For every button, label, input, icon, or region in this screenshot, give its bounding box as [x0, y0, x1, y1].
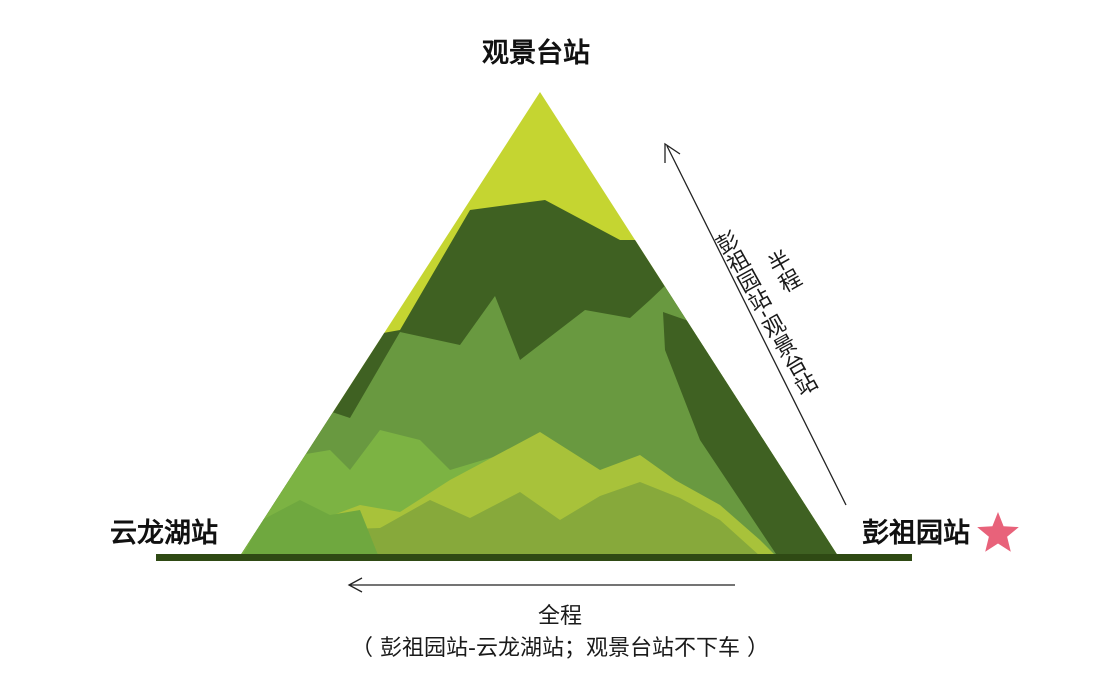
- half-route-title: 半程: [762, 248, 803, 297]
- full-route-arrow: [349, 578, 735, 592]
- station-label-east: 彭祖园站: [862, 520, 970, 547]
- star-icon: [977, 512, 1019, 552]
- station-label-summit: 观景台站: [482, 40, 590, 67]
- station-label-west: 云龙湖站: [110, 520, 218, 547]
- full-route-detail: （ 彭祖园站-云龙湖站；观景台站不下车 ）: [0, 638, 1120, 660]
- ground-line: [156, 554, 912, 561]
- full-route-title: 全程: [0, 606, 1120, 628]
